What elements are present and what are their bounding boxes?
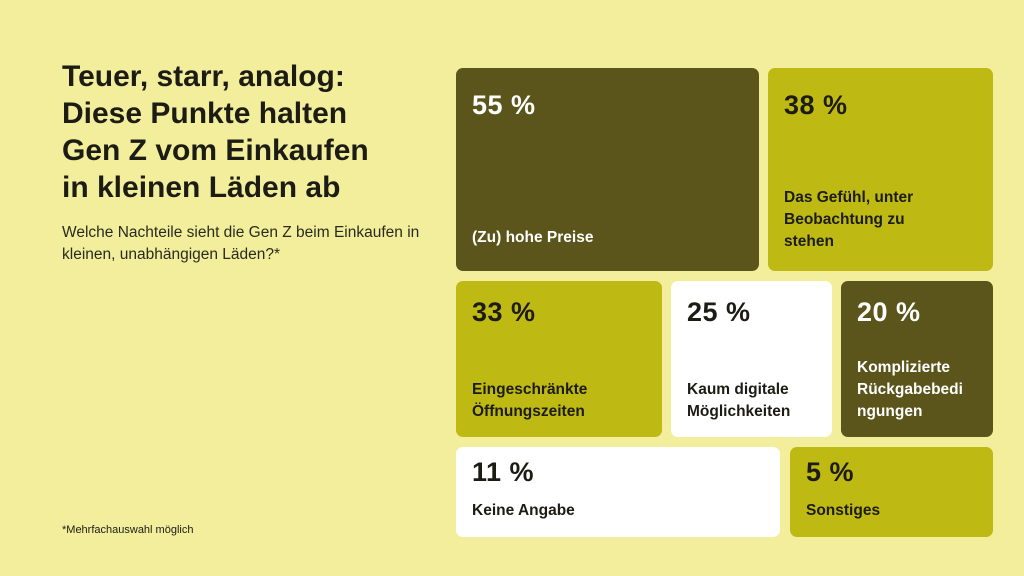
tile-label-line: Rückgabebedi xyxy=(857,381,963,398)
tile-label-line: Das Gefühl, unter xyxy=(784,189,914,206)
tile-label: (Zu) hohe Preise xyxy=(472,227,751,249)
tile-label-line: Kaum digitale xyxy=(687,381,789,398)
tile-value: 25 % xyxy=(687,297,751,327)
tile-label-line: Beobachtung zu xyxy=(784,211,905,228)
tile-label: Komplizierte Rückgabebedi ngungen xyxy=(857,357,989,423)
tile-rueckgabe: 20 % Komplizierte Rückgabebedi ngungen xyxy=(841,281,993,437)
title-line: in kleinen Läden ab xyxy=(62,171,341,204)
tile-label: Das Gefühl, unter Beobachtung zu stehen xyxy=(784,187,985,253)
tile-label-line: Keine Angabe xyxy=(472,502,575,519)
tile-hohe-preise: 55 % (Zu) hohe Preise xyxy=(456,68,759,271)
tile-digital: 25 % Kaum digitale Möglichkeiten xyxy=(671,281,832,437)
tile-value: 33 % xyxy=(472,297,536,327)
tile-label-line: Möglichkeiten xyxy=(687,403,791,420)
tile-label-line: Komplizierte xyxy=(857,359,951,376)
tile-label-line: Öffnungszeiten xyxy=(472,403,585,420)
tile-value: 38 % xyxy=(784,90,848,120)
tile-value: 11 % xyxy=(472,457,535,487)
tile-label: Eingeschränkte Öffnungszeiten xyxy=(472,379,654,423)
title-line: Gen Z vom Einkaufen xyxy=(62,134,369,167)
tile-label: Sonstiges xyxy=(806,500,985,522)
tile-label: Keine Angabe xyxy=(472,500,772,522)
tile-value: 55 % xyxy=(472,90,536,120)
tile-value: 20 % xyxy=(857,297,921,327)
chart-subtitle: Welche Nachteile sieht die Gen Z beim Ei… xyxy=(62,224,420,263)
tile-oeffnungszeiten: 33 % Eingeschränkte Öffnungszeiten xyxy=(456,281,662,437)
title-line: Teuer, starr, analog: xyxy=(62,60,345,93)
tile-label-line: Sonstiges xyxy=(806,502,881,519)
tile-sonstiges: 5 % Sonstiges xyxy=(790,447,993,537)
chart-title: Teuer, starr, analog: Diese Punkte halte… xyxy=(62,58,422,206)
tile-label-line: stehen xyxy=(784,233,834,250)
tile-label-line: Eingeschränkte xyxy=(472,381,588,398)
tile-label-line: (Zu) hohe Preise xyxy=(472,229,594,246)
footnote: *Mehrfachauswahl möglich xyxy=(62,524,194,536)
tile-keine-angabe: 11 % Keine Angabe xyxy=(456,447,780,537)
title-line: Diese Punkte halten xyxy=(62,97,348,130)
tile-beobachtung: 38 % Das Gefühl, unter Beobachtung zu steh… xyxy=(768,68,993,271)
tile-label-line: ngungen xyxy=(857,403,923,420)
tile-label: Kaum digitale Möglichkeiten xyxy=(687,379,824,423)
tile-value: 5 % xyxy=(806,457,855,487)
